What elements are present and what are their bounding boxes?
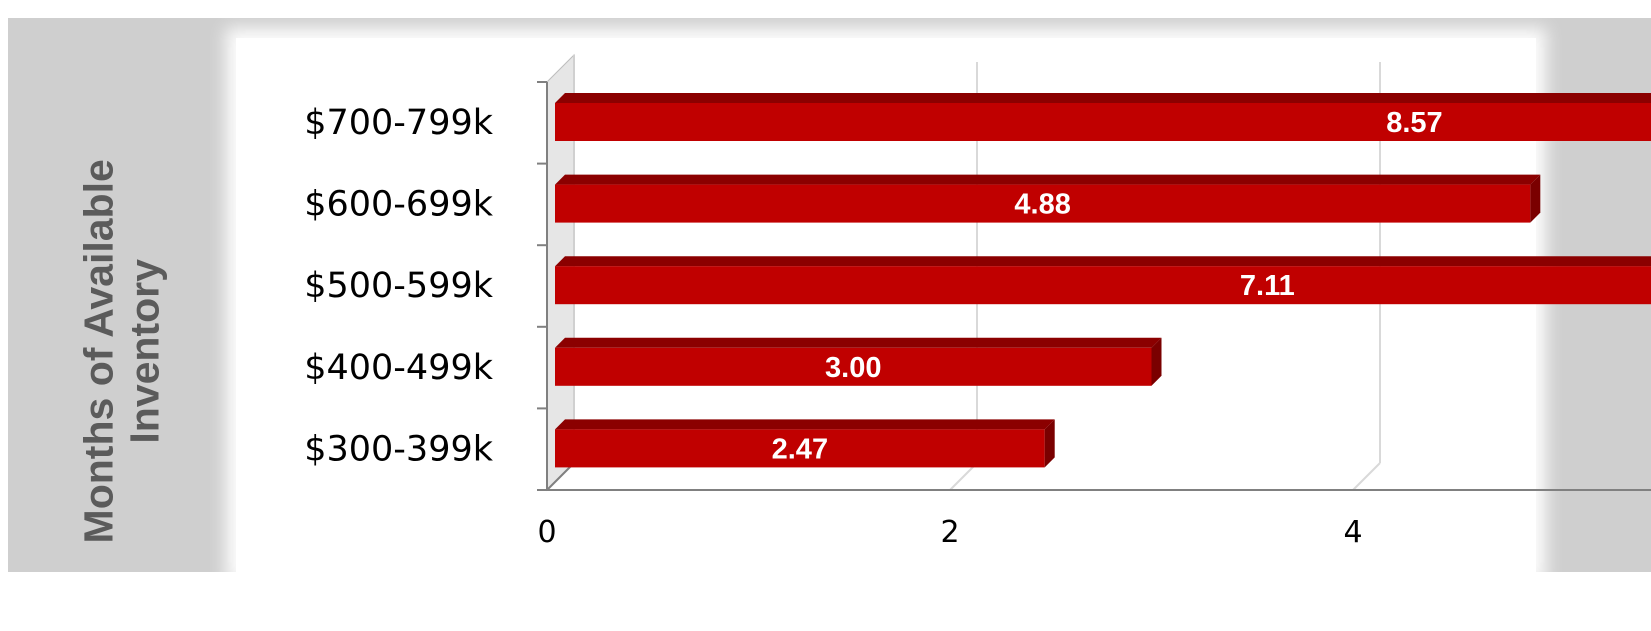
category-label: $400-499k [304,348,494,388]
bar-front-face [555,266,1651,305]
bar-top-face [555,337,1162,348]
floor-line [1352,462,1381,491]
bar-0 [555,419,1055,468]
data-label: 2.47 [772,433,828,465]
bar-4 [555,93,1651,141]
category-label: $500-599k [304,266,494,306]
x-tick-label: 2 [940,515,959,550]
bar-3 [555,174,1541,223]
bar-end-face [1044,419,1055,468]
bar-1 [555,337,1162,386]
data-label: 3.00 [825,352,881,384]
bar-2 [555,256,1651,305]
bar-top-face [555,419,1055,430]
x-tick-label: 0 [537,515,556,550]
bar-front-face [555,347,1152,386]
bar-front-face [555,429,1045,468]
bar-end-face [1530,174,1541,223]
category-label: $300-399k [304,429,494,469]
bar-top-face [555,174,1541,185]
category-label: $600-699k [304,185,494,225]
floor-line [949,462,978,491]
x-tick-label: 4 [1343,515,1362,550]
bar-end-face [1151,337,1162,386]
bar-front-face [555,184,1531,223]
bar-top-face [555,256,1651,267]
bar-front-face [555,103,1651,141]
bar-top-face [555,93,1651,103]
bars [555,93,1651,468]
data-label: 8.57 [1386,107,1442,139]
category-label: $700-799k [304,103,494,143]
data-label: 7.11 [1240,270,1295,302]
data-label: 4.88 [1014,189,1070,221]
labels: 024682.47$300-399k3.00$400-499k7.11$500-… [304,103,1442,550]
bar-chart: 024682.47$300-399k3.00$400-499k7.11$500-… [304,53,1651,550]
axis-corner [546,462,575,491]
